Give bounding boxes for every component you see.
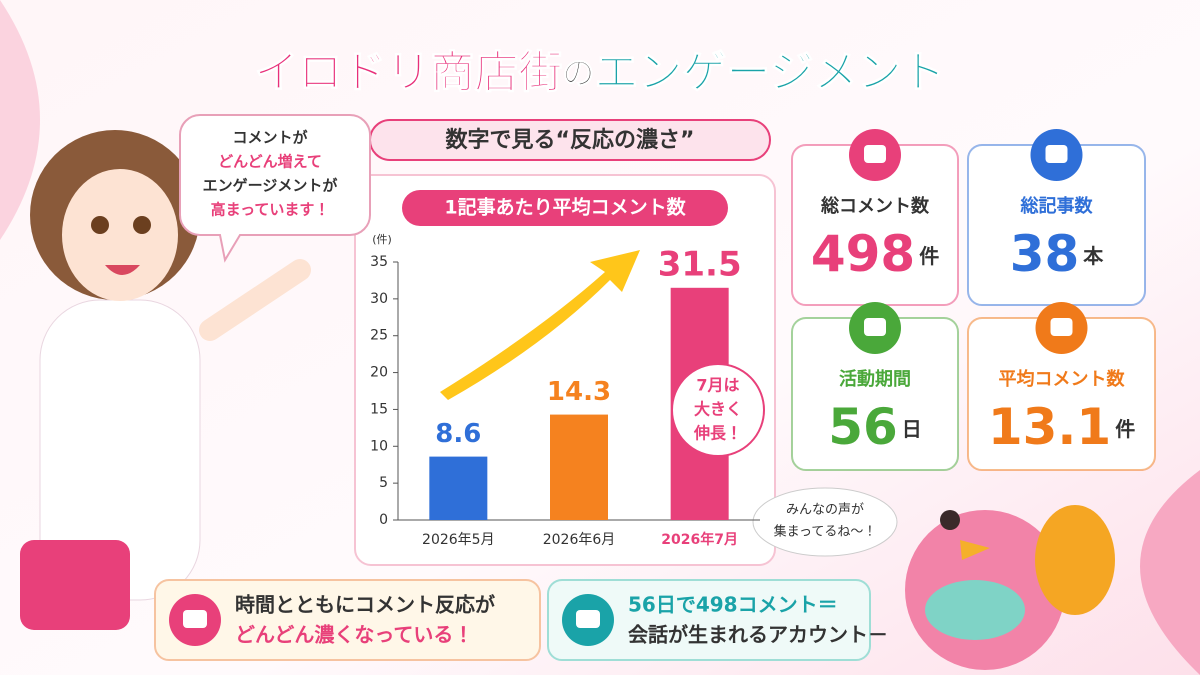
annotation: 伸長！: [693, 424, 742, 443]
footer-text: 56日で498コメント＝: [628, 593, 838, 617]
footer-box: [154, 579, 541, 661]
value-label: 31.5: [658, 244, 742, 284]
footer-icon-glyph: [576, 610, 600, 628]
y-tick-label: 30: [370, 291, 388, 307]
decoration: [0, 0, 40, 240]
speech-bubble: [179, 114, 371, 263]
speech-text: どんどん増えて: [218, 153, 322, 171]
bird-bubble: [752, 487, 898, 557]
stat-unit: 件: [919, 244, 939, 268]
footer-text: 会話が生まれるアカウント－: [628, 623, 888, 647]
speech-text: コメントが: [232, 129, 308, 147]
annotation: 大きく: [694, 400, 742, 419]
stat-label: 総記事数: [1020, 195, 1094, 217]
bird-text: 集まってるね～！: [774, 524, 877, 540]
x-tick-label: 2026年5月: [422, 532, 495, 548]
chart-title-pill: [402, 190, 728, 226]
stat-unit: 件: [1115, 417, 1135, 441]
value-label: 8.6: [435, 419, 481, 449]
x-tick-label: 2026年6月: [543, 532, 616, 548]
speech-text: 高まっています！: [211, 201, 330, 219]
y-tick-label: 20: [370, 365, 388, 381]
stat-label: 平均コメント数: [999, 368, 1126, 390]
y-tick-label: 35: [370, 254, 388, 270]
stat-unit: 日: [902, 417, 922, 441]
speech-text: エンゲージメントが: [203, 177, 339, 195]
y-tick-label: 15: [370, 401, 388, 417]
footer-text: どんどん濃くなっている！: [235, 623, 473, 647]
footer-text: 時間とともにコメント反応が: [235, 593, 495, 617]
y-tick-label: 0: [379, 512, 388, 528]
bar: [429, 456, 488, 520]
character: [20, 130, 311, 630]
stat-icon-glyph: [1045, 145, 1068, 163]
stat-value: 13.1 件: [988, 398, 1135, 456]
stat-number: 498: [811, 225, 915, 283]
stat-unit: 本: [1082, 244, 1104, 268]
annotation: 7月は: [696, 376, 739, 395]
stat-value: 56 日: [828, 398, 922, 456]
title-part: イロドリ商店街: [254, 47, 562, 98]
stat-label: 総コメント数: [820, 195, 930, 217]
title-part: エンゲージメント: [594, 47, 945, 98]
bar: [550, 414, 608, 520]
footer-icon-glyph: [183, 610, 207, 628]
title: イロドリ商店街のエンゲージメント: [254, 47, 945, 98]
annotation-bubble: [671, 363, 765, 457]
y-unit: (件): [372, 233, 392, 246]
stat-icon-glyph: [864, 318, 886, 336]
subtitle: 数字で見る“反応の濃さ”: [446, 127, 695, 153]
stat-icon-glyph: [1050, 318, 1073, 336]
value-label: 14.3: [547, 377, 611, 407]
stat-value: 38 本: [1010, 225, 1105, 283]
trend-arrow: [440, 250, 640, 400]
stat-icon-glyph: [864, 145, 886, 163]
y-tick-label: 10: [370, 438, 388, 454]
y-tick-label: 5: [379, 475, 388, 491]
stat-number: 13.1: [988, 398, 1111, 456]
stat-value: 498 件: [811, 225, 939, 283]
decoration: [1140, 470, 1200, 675]
chart-title: 1記事あたり平均コメント数: [444, 196, 686, 219]
y-tick-label: 25: [370, 328, 388, 344]
mascot-bird: [905, 505, 1115, 670]
stat-number: 56: [828, 398, 898, 456]
title-part: の: [562, 54, 594, 92]
footer-box: [547, 579, 871, 661]
x-tick-label: 2026年7月: [661, 531, 738, 548]
bird-text: みんなの声が: [786, 503, 864, 518]
stat-label: 活動期間: [839, 368, 911, 390]
stat-number: 38: [1010, 225, 1080, 283]
